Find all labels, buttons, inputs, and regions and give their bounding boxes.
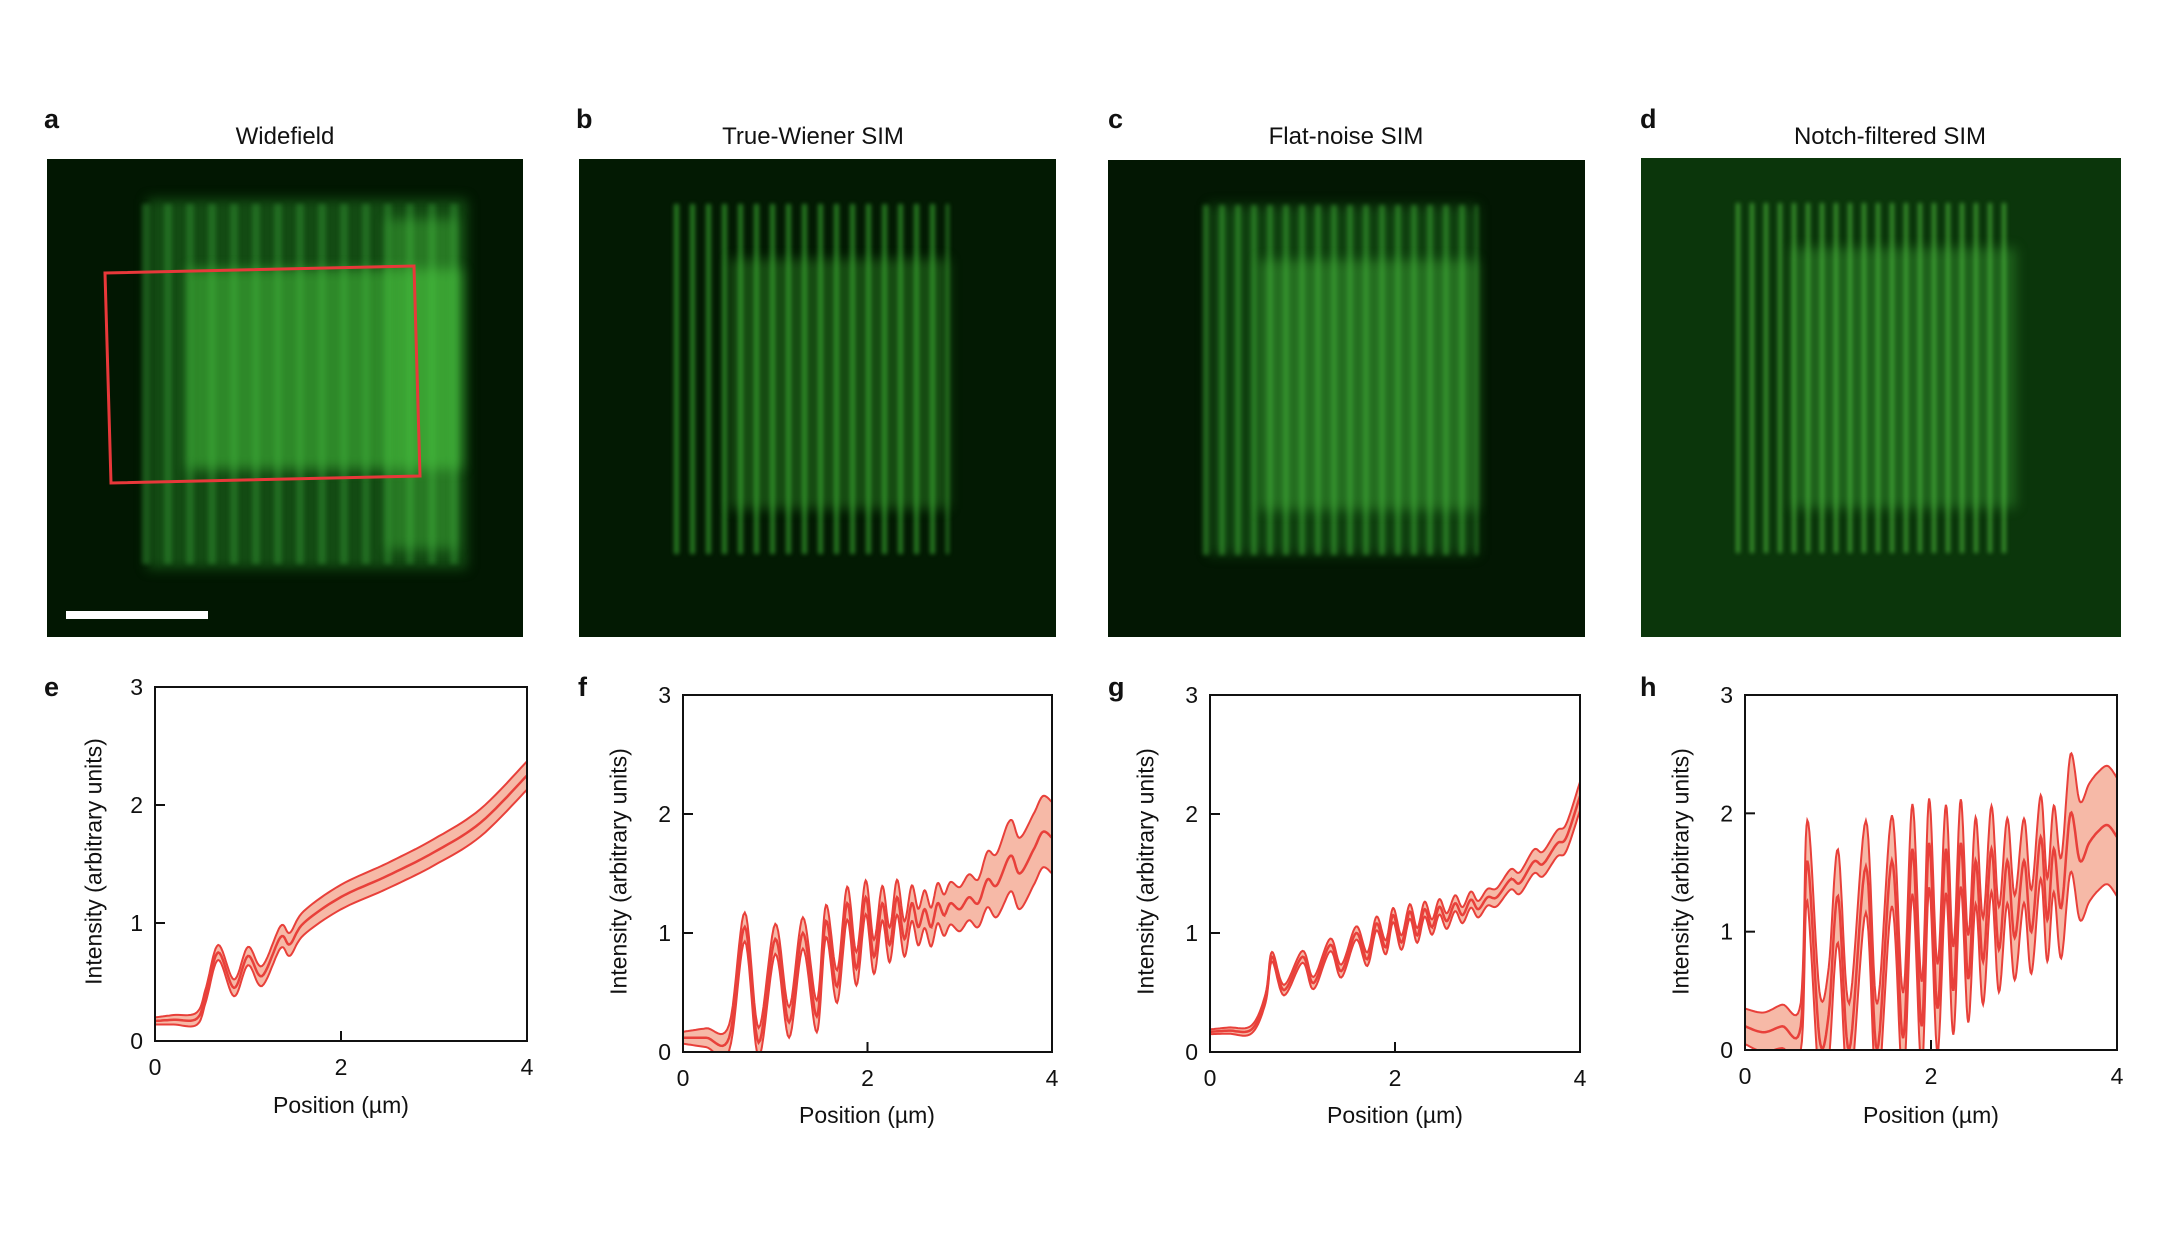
panel-letter-g: g	[1108, 672, 1125, 702]
y-tick-label: 3	[1720, 682, 1733, 708]
upper-bound-line	[1745, 751, 2117, 1017]
x-axis-label-h: Position (µm)	[1863, 1102, 1999, 1128]
widefield-image	[47, 159, 523, 637]
flat-noise-sim-image	[1108, 160, 1585, 637]
x-tick-label: 4	[1046, 1065, 1059, 1091]
panel-title-flat-noise-sim: Flat-noise SIM	[1268, 123, 1424, 150]
panel-letter-e: e	[44, 672, 60, 702]
x-tick-label: 0	[1739, 1063, 1752, 1089]
y-tick-label: 1	[658, 920, 671, 946]
y-tick-label: 1	[130, 910, 143, 936]
y-tick-label: 0	[1185, 1039, 1198, 1065]
x-tick-label: 4	[1574, 1065, 1587, 1091]
mean-line	[1210, 795, 1580, 1034]
panel-letter-h: h	[1640, 672, 1657, 702]
x-tick-label: 0	[149, 1054, 162, 1080]
y-tick-label: 3	[130, 674, 143, 700]
x-axis-label-f: Position (µm)	[799, 1102, 935, 1128]
y-tick-label: 0	[658, 1039, 671, 1065]
y-tick-label: 2	[658, 801, 671, 827]
true-wiener-sim-image	[579, 159, 1056, 637]
upper-bound-line	[1210, 781, 1580, 1031]
x-tick-label: 2	[1925, 1063, 1938, 1089]
x-tick-label: 2	[861, 1065, 874, 1091]
chart-e: 0 2 4 0 1 2 3	[130, 674, 533, 1080]
x-tick-label: 2	[1389, 1065, 1402, 1091]
panel-title-notch-filtered-sim: Notch-filtered SIM	[1793, 123, 1987, 150]
lower-bound-line	[155, 788, 527, 1028]
y-tick-label: 0	[1720, 1037, 1733, 1063]
lower-bound-line	[1745, 870, 2117, 1050]
chart-f: 0 2 4 0 1 2 3	[658, 682, 1058, 1091]
mean-line	[683, 830, 1052, 1048]
y-tick-label: 3	[1185, 682, 1198, 708]
confidence-band	[683, 795, 1052, 1052]
chart-g: 0 2 4 0 1 2 3	[1185, 682, 1586, 1091]
x-tick-label: 0	[1204, 1065, 1217, 1091]
x-tick-label: 4	[2111, 1063, 2124, 1089]
lower-bound-line	[1210, 810, 1580, 1037]
x-axis-label-g: Position (µm)	[1327, 1102, 1463, 1128]
mean-line	[1745, 810, 2117, 1050]
y-tick-label: 0	[130, 1028, 143, 1054]
upper-bound-line	[683, 794, 1052, 1036]
panel-title-true-wiener-sim: True-Wiener SIM	[722, 123, 904, 150]
x-tick-label: 4	[521, 1054, 534, 1080]
lower-bound-line	[683, 866, 1052, 1052]
mean-line	[155, 774, 527, 1023]
x-tick-label: 0	[677, 1065, 690, 1091]
y-tick-label: 3	[658, 682, 671, 708]
scale-bar	[66, 611, 208, 619]
chart-h: 0 2 4 0 1 2 3	[1720, 682, 2124, 1089]
y-tick-label: 2	[130, 792, 143, 818]
notch-filtered-sim-image	[1641, 158, 2121, 637]
panel-letter-d: d	[1640, 104, 1657, 134]
panel-title-widefield: Widefield	[235, 123, 335, 150]
axes-frame	[154, 686, 528, 1042]
panel-letter-c: c	[1108, 104, 1124, 134]
y-tick-label: 1	[1185, 920, 1198, 946]
x-tick-label: 2	[335, 1054, 348, 1080]
upper-bound-line	[155, 760, 527, 1019]
y-tick-label: 2	[1720, 800, 1733, 826]
panel-letter-a: a	[44, 104, 60, 134]
y-tick-label: 2	[1185, 801, 1198, 827]
x-axis-label-e: Position (µm)	[273, 1092, 409, 1118]
confidence-band	[155, 761, 527, 1027]
panel-letter-b: b	[576, 104, 593, 134]
panel-letter-f: f	[578, 672, 587, 702]
y-tick-label: 1	[1720, 919, 1733, 945]
